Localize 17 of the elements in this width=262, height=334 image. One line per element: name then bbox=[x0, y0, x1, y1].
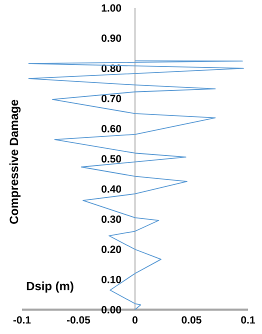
y-tick-label: 0.10 bbox=[102, 276, 122, 284]
x-tick-label: 0.05 bbox=[182, 316, 202, 324]
y-tick-label: 0.90 bbox=[102, 34, 122, 42]
x-tick-label: -0.1 bbox=[13, 316, 31, 324]
y-tick-label: 0.00 bbox=[102, 306, 122, 314]
x-tick-label: 0 bbox=[132, 316, 138, 324]
y-tick-label: 0.40 bbox=[102, 185, 122, 193]
x-tick-label: -0.05 bbox=[66, 316, 90, 324]
y-tick-label: 1.00 bbox=[102, 4, 122, 12]
y-tick-label: 0.50 bbox=[102, 155, 122, 163]
y-tick-label: 0.60 bbox=[102, 124, 122, 132]
y-axis-title: Compressive Damage bbox=[9, 100, 21, 224]
y-tick-label: 0.30 bbox=[102, 215, 122, 223]
x-tick-label: 0.1 bbox=[241, 316, 255, 324]
x-axis-title: Dsip (m) bbox=[26, 282, 74, 293]
y-tick-label: 0.20 bbox=[102, 246, 122, 254]
y-tick-label: 0.70 bbox=[102, 94, 122, 102]
